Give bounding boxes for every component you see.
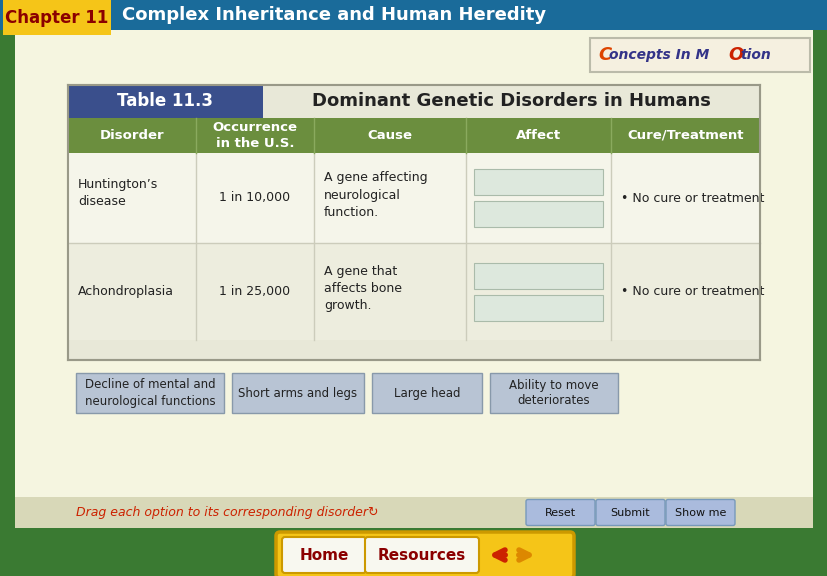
Text: • No cure or treatment: • No cure or treatment xyxy=(620,191,763,204)
Text: A gene that
affects bone
growth.: A gene that affects bone growth. xyxy=(323,265,402,312)
Text: Cause: Cause xyxy=(367,129,412,142)
Text: 1 in 10,000: 1 in 10,000 xyxy=(219,191,290,204)
Text: Occurrence
in the U.S.: Occurrence in the U.S. xyxy=(213,121,297,150)
FancyBboxPatch shape xyxy=(365,537,479,573)
Text: 1 in 25,000: 1 in 25,000 xyxy=(219,285,290,298)
Text: Decline of mental and
neurological functions: Decline of mental and neurological funct… xyxy=(84,378,215,407)
FancyBboxPatch shape xyxy=(473,201,602,227)
FancyBboxPatch shape xyxy=(15,30,812,528)
FancyBboxPatch shape xyxy=(371,373,481,413)
Text: Achondroplasia: Achondroplasia xyxy=(78,285,174,298)
Text: Submit: Submit xyxy=(610,507,649,517)
Text: Large head: Large head xyxy=(394,386,460,400)
FancyBboxPatch shape xyxy=(473,294,602,320)
Text: tion: tion xyxy=(739,48,770,62)
FancyBboxPatch shape xyxy=(15,497,812,528)
FancyBboxPatch shape xyxy=(525,499,595,525)
FancyBboxPatch shape xyxy=(282,537,366,573)
Text: oncepts In M: oncepts In M xyxy=(609,48,709,62)
FancyBboxPatch shape xyxy=(0,0,827,30)
FancyBboxPatch shape xyxy=(76,373,224,413)
Text: Dominant Genetic Disorders in Humans: Dominant Genetic Disorders in Humans xyxy=(312,93,710,111)
FancyBboxPatch shape xyxy=(68,85,759,360)
Text: Resources: Resources xyxy=(377,548,466,563)
Text: Chapter 11: Chapter 11 xyxy=(5,9,108,27)
FancyBboxPatch shape xyxy=(68,243,759,340)
Text: Table 11.3: Table 11.3 xyxy=(117,93,213,111)
Text: Disorder: Disorder xyxy=(99,129,164,142)
Text: Home: Home xyxy=(299,548,348,563)
FancyBboxPatch shape xyxy=(665,499,734,525)
Text: Affect: Affect xyxy=(515,129,561,142)
Text: A gene affecting
neurological
function.: A gene affecting neurological function. xyxy=(323,172,427,218)
Text: Show me: Show me xyxy=(674,507,725,517)
FancyBboxPatch shape xyxy=(490,373,617,413)
FancyBboxPatch shape xyxy=(68,85,759,118)
FancyBboxPatch shape xyxy=(473,263,602,289)
Text: • No cure or treatment: • No cure or treatment xyxy=(620,285,763,298)
FancyBboxPatch shape xyxy=(3,0,111,35)
Text: Cure/Treatment: Cure/Treatment xyxy=(627,129,743,142)
Text: Complex Inheritance and Human Heredity: Complex Inheritance and Human Heredity xyxy=(122,6,546,24)
FancyBboxPatch shape xyxy=(595,499,664,525)
FancyBboxPatch shape xyxy=(275,532,573,576)
FancyBboxPatch shape xyxy=(0,528,827,576)
Text: O: O xyxy=(727,46,743,64)
FancyBboxPatch shape xyxy=(68,118,759,153)
Text: Reset: Reset xyxy=(544,507,576,517)
Text: C: C xyxy=(597,46,610,64)
Text: Ability to move
deteriorates: Ability to move deteriorates xyxy=(509,378,598,407)
FancyBboxPatch shape xyxy=(68,85,263,118)
Text: Drag each option to its corresponding disorder↻: Drag each option to its corresponding di… xyxy=(76,506,378,519)
FancyBboxPatch shape xyxy=(473,169,602,195)
Text: Huntington’s
disease: Huntington’s disease xyxy=(78,178,158,208)
FancyBboxPatch shape xyxy=(68,153,759,243)
FancyBboxPatch shape xyxy=(232,373,364,413)
Text: Short arms and legs: Short arms and legs xyxy=(238,386,357,400)
FancyBboxPatch shape xyxy=(590,38,809,72)
